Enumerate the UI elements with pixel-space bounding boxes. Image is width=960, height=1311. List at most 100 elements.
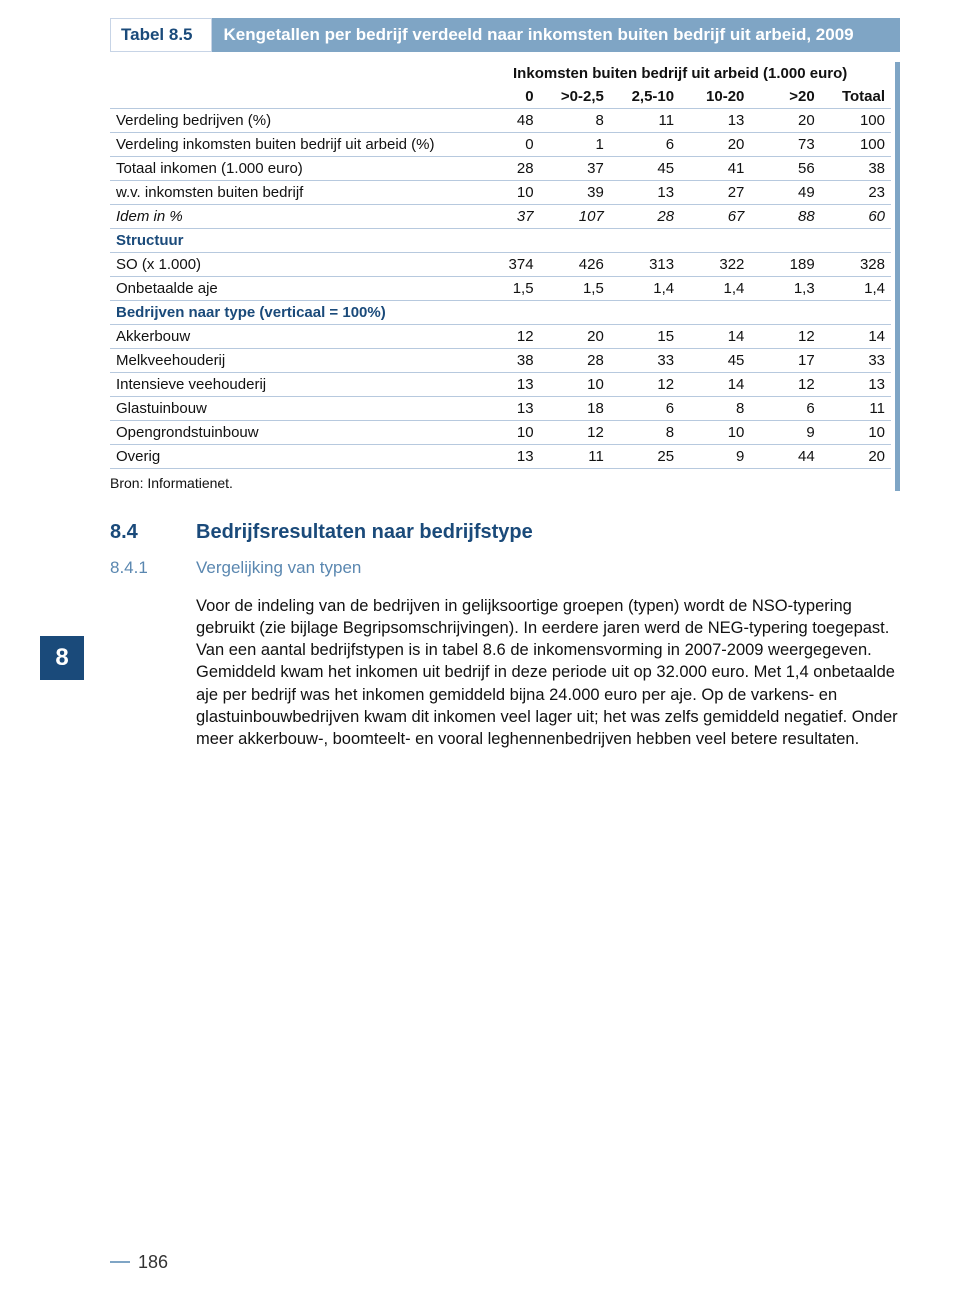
cell: 13	[821, 373, 891, 397]
heading-text: Bedrijfsresultaten naar bedrijfstype	[196, 521, 533, 544]
cell: 14	[680, 325, 750, 349]
cell: 28	[610, 205, 680, 229]
cell: 14	[680, 373, 750, 397]
cell: 45	[680, 349, 750, 373]
cell: 10	[540, 373, 610, 397]
cell: 38	[469, 349, 539, 373]
row-label: SO (x 1.000)	[110, 253, 469, 277]
col-header: >0-2,5	[540, 85, 610, 109]
cell: 37	[540, 157, 610, 181]
cell: 13	[469, 373, 539, 397]
cell: 28	[540, 349, 610, 373]
page-number-wrap: 186	[110, 1252, 168, 1273]
cell: 0	[469, 133, 539, 157]
cell: 11	[540, 445, 610, 469]
cell: 6	[750, 397, 820, 421]
cell: 313	[610, 253, 680, 277]
cell: 1,3	[750, 277, 820, 301]
cell: 33	[821, 349, 891, 373]
cell: 9	[750, 421, 820, 445]
cell: 23	[821, 181, 891, 205]
cell: 49	[750, 181, 820, 205]
cell: 73	[750, 133, 820, 157]
cell: 10	[469, 421, 539, 445]
cell: 1	[540, 133, 610, 157]
cell: 1,5	[469, 277, 539, 301]
cell: 60	[821, 205, 891, 229]
cell: 100	[821, 109, 891, 133]
cell: 12	[750, 373, 820, 397]
cell: 12	[610, 373, 680, 397]
cell: 56	[750, 157, 820, 181]
cell: 11	[610, 109, 680, 133]
cell: 374	[469, 253, 539, 277]
page-number: 186	[138, 1252, 168, 1273]
cell: 12	[750, 325, 820, 349]
cell: 6	[610, 133, 680, 157]
cell: 100	[821, 133, 891, 157]
row-label: w.v. inkomsten buiten bedrijf	[110, 181, 469, 205]
data-table: Inkomsten buiten bedrijf uit arbeid (1.0…	[110, 62, 891, 469]
col-header: >20	[750, 85, 820, 109]
row-label: Idem in %	[110, 205, 469, 229]
chapter-tab: 8	[40, 636, 84, 680]
cell: 17	[750, 349, 820, 373]
col-header: 2,5-10	[610, 85, 680, 109]
section-heading: 8.4 Bedrijfsresultaten naar bedrijfstype	[110, 521, 900, 544]
cell: 20	[540, 325, 610, 349]
cell: 10	[680, 421, 750, 445]
cell: 20	[750, 109, 820, 133]
cell: 20	[680, 133, 750, 157]
cell: 33	[610, 349, 680, 373]
cell: 1,5	[540, 277, 610, 301]
cell: 13	[469, 397, 539, 421]
cell: 9	[680, 445, 750, 469]
cell: 12	[540, 421, 610, 445]
heading-number: 8.4	[110, 521, 196, 544]
table-superheader: Inkomsten buiten bedrijf uit arbeid (1.0…	[469, 62, 891, 85]
cell: 11	[821, 397, 891, 421]
cell: 41	[680, 157, 750, 181]
subheading-text: Vergelijking van typen	[196, 558, 361, 578]
table-title: Kengetallen per bedrijf verdeeld naar in…	[212, 18, 901, 52]
cell: 20	[821, 445, 891, 469]
cell: 8	[540, 109, 610, 133]
cell: 189	[750, 253, 820, 277]
table-header: Tabel 8.5 Kengetallen per bedrijf verdee…	[110, 18, 900, 52]
cell: 13	[469, 445, 539, 469]
cell: 6	[610, 397, 680, 421]
cell: 18	[540, 397, 610, 421]
row-label: Akkerbouw	[110, 325, 469, 349]
row-label: Overig	[110, 445, 469, 469]
cell: 15	[610, 325, 680, 349]
row-label: Totaal inkomen (1.000 euro)	[110, 157, 469, 181]
cell: 8	[610, 421, 680, 445]
cell: 10	[821, 421, 891, 445]
row-label: Verdeling inkomsten buiten bedrijf uit a…	[110, 133, 469, 157]
col-header: 10-20	[680, 85, 750, 109]
table-source: Bron: Informatienet.	[110, 469, 891, 491]
row-label: Melkveehouderij	[110, 349, 469, 373]
row-label: Onbetaalde aje	[110, 277, 469, 301]
cell: 107	[540, 205, 610, 229]
table-wrap: Inkomsten buiten bedrijf uit arbeid (1.0…	[110, 62, 900, 491]
cell: 1,4	[680, 277, 750, 301]
cell: 1,4	[610, 277, 680, 301]
cell: 14	[821, 325, 891, 349]
section-label: Structuur	[110, 229, 469, 253]
cell: 25	[610, 445, 680, 469]
section-label: Bedrijven naar type (verticaal = 100%)	[110, 301, 469, 325]
page-number-tick	[110, 1261, 130, 1263]
cell: 27	[680, 181, 750, 205]
cell: 67	[680, 205, 750, 229]
cell: 426	[540, 253, 610, 277]
row-label: Intensieve veehouderij	[110, 373, 469, 397]
row-label: Opengrondstuinbouw	[110, 421, 469, 445]
table-number: Tabel 8.5	[110, 18, 212, 52]
cell: 13	[610, 181, 680, 205]
cell: 88	[750, 205, 820, 229]
col-header: 0	[469, 85, 539, 109]
row-label: Verdeling bedrijven (%)	[110, 109, 469, 133]
cell: 48	[469, 109, 539, 133]
cell: 12	[469, 325, 539, 349]
